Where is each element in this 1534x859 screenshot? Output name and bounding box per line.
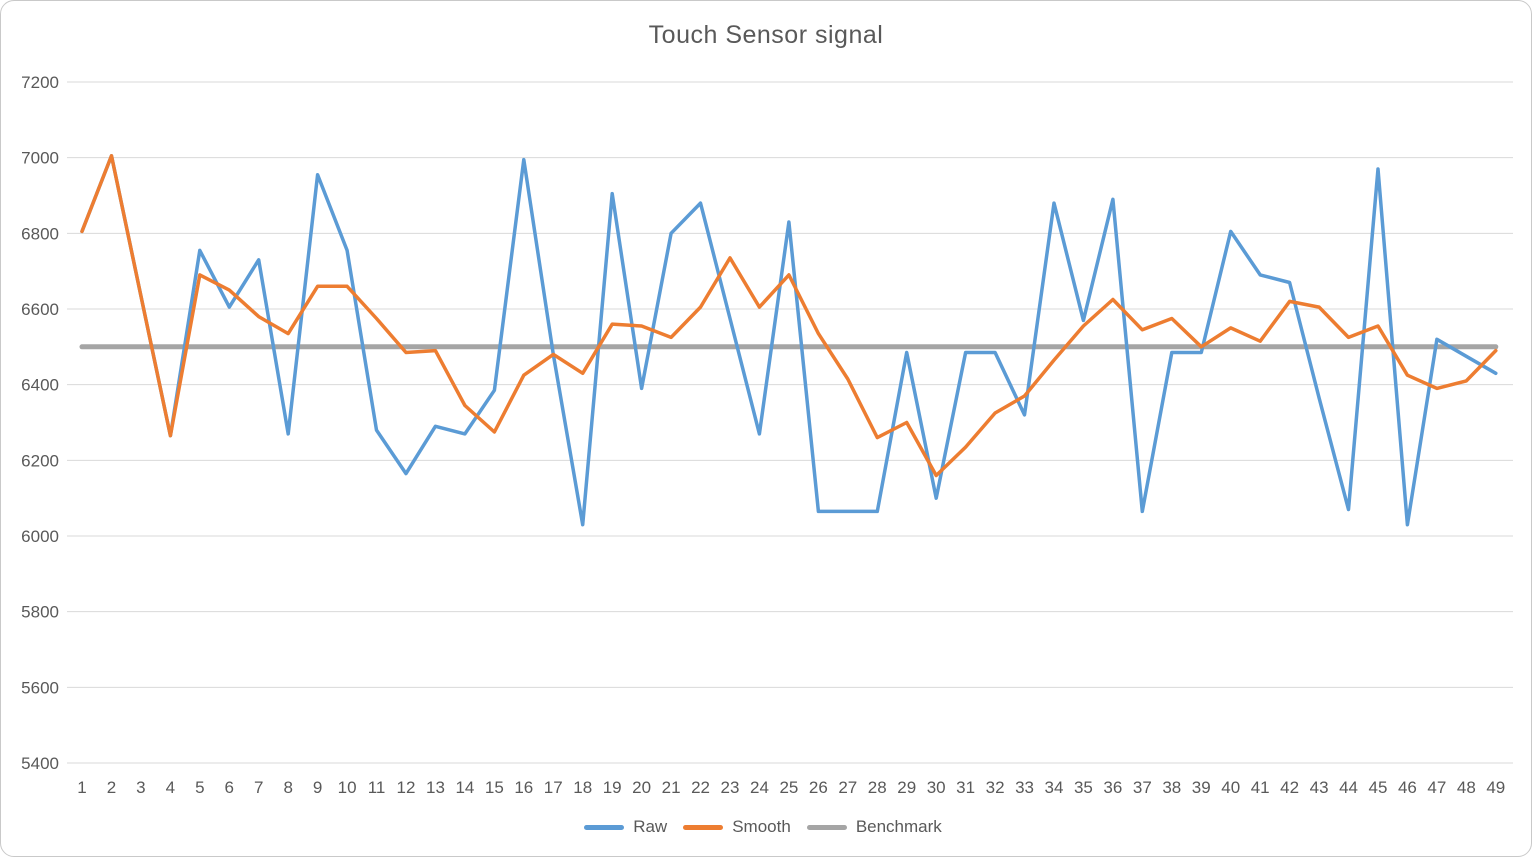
y-tick-label-6000: 6000	[21, 527, 59, 546]
y-tick-label-6200: 6200	[21, 451, 59, 470]
x-axis-labels: 1 2 3 4 5 6 7 8 9 10 11 12 13 14 15 16 17 18 19 20 21 22 23 24 2…	[77, 778, 1505, 797]
x-tick-label-16: 16	[514, 778, 533, 797]
legend-item-smooth: Smooth	[683, 817, 797, 837]
legend-label-smooth: Smooth	[732, 817, 791, 836]
x-tick-label-2: 2	[107, 778, 116, 797]
x-tick-label-41: 41	[1251, 778, 1270, 797]
legend-label-benchmark: Benchmark	[855, 817, 942, 836]
x-tick-label-34: 34	[1045, 778, 1064, 797]
x-tick-label-45: 45	[1369, 778, 1388, 797]
legend-label-raw: Raw	[633, 817, 668, 836]
x-tick-label-22: 22	[691, 778, 710, 797]
series-line-raw	[80, 154, 1498, 527]
x-tick-label-10: 10	[338, 778, 357, 797]
x-tick-label-37: 37	[1133, 778, 1152, 797]
x-tick-label-38: 38	[1162, 778, 1181, 797]
y-tick-label-6800: 6800	[21, 224, 59, 243]
legend-item-benchmark: Benchmark	[806, 817, 948, 837]
x-tick-label-30: 30	[927, 778, 946, 797]
chart-legend: Raw Smooth Benchmark	[1, 817, 1531, 837]
x-tick-label-18: 18	[573, 778, 592, 797]
x-tick-label-4: 4	[166, 778, 175, 797]
x-tick-label-40: 40	[1221, 778, 1240, 797]
x-tick-label-5: 5	[195, 778, 204, 797]
x-tick-label-42: 42	[1280, 778, 1299, 797]
legend-swatch-smooth	[683, 824, 724, 830]
x-tick-label-23: 23	[721, 778, 740, 797]
x-tick-label-12: 12	[397, 778, 416, 797]
x-tick-label-17: 17	[544, 778, 563, 797]
x-tick-label-39: 39	[1192, 778, 1211, 797]
x-tick-label-35: 35	[1074, 778, 1093, 797]
y-tick-label-5400: 5400	[21, 754, 59, 773]
series-line-smooth	[80, 154, 1498, 478]
x-tick-label-48: 48	[1457, 778, 1476, 797]
x-tick-label-43: 43	[1310, 778, 1329, 797]
x-tick-label-24: 24	[750, 778, 769, 797]
y-axis-labels: 5400 5600 5800 6000 6200 6400 6600 6800 7000 7200	[21, 73, 59, 773]
x-tick-label-28: 28	[868, 778, 887, 797]
x-tick-label-6: 6	[225, 778, 234, 797]
legend-item-raw: Raw	[584, 817, 673, 837]
x-tick-label-7: 7	[254, 778, 263, 797]
x-tick-label-13: 13	[426, 778, 445, 797]
x-tick-label-8: 8	[283, 778, 292, 797]
x-tick-label-33: 33	[1015, 778, 1034, 797]
x-tick-label-3: 3	[136, 778, 145, 797]
gridlines	[67, 81, 1513, 764]
y-tick-label-5800: 5800	[21, 603, 59, 622]
x-tick-label-26: 26	[809, 778, 828, 797]
x-tick-label-32: 32	[986, 778, 1005, 797]
y-tick-label-7200: 7200	[21, 73, 59, 92]
x-tick-label-1: 1	[77, 778, 86, 797]
x-tick-label-9: 9	[313, 778, 322, 797]
y-tick-label-7000: 7000	[21, 149, 59, 168]
x-tick-label-27: 27	[838, 778, 857, 797]
legend-swatch-benchmark	[806, 824, 847, 830]
legend-swatch-raw	[584, 824, 625, 830]
x-tick-label-31: 31	[956, 778, 975, 797]
x-tick-label-46: 46	[1398, 778, 1417, 797]
x-tick-label-49: 49	[1486, 778, 1505, 797]
y-tick-label-5600: 5600	[21, 678, 59, 697]
x-tick-label-25: 25	[779, 778, 798, 797]
x-tick-label-11: 11	[368, 778, 386, 797]
x-tick-label-15: 15	[485, 778, 504, 797]
y-tick-label-6400: 6400	[21, 376, 59, 395]
x-tick-label-20: 20	[632, 778, 651, 797]
y-tick-label-6600: 6600	[21, 300, 59, 319]
series-lines	[79, 154, 1499, 527]
x-tick-label-44: 44	[1339, 778, 1358, 797]
x-tick-label-21: 21	[662, 778, 681, 797]
chart-title: Touch Sensor signal	[648, 21, 884, 49]
x-tick-label-29: 29	[897, 778, 916, 797]
x-tick-label-36: 36	[1103, 778, 1122, 797]
x-tick-label-14: 14	[455, 778, 474, 797]
x-tick-label-19: 19	[603, 778, 622, 797]
x-tick-label-47: 47	[1427, 778, 1446, 797]
